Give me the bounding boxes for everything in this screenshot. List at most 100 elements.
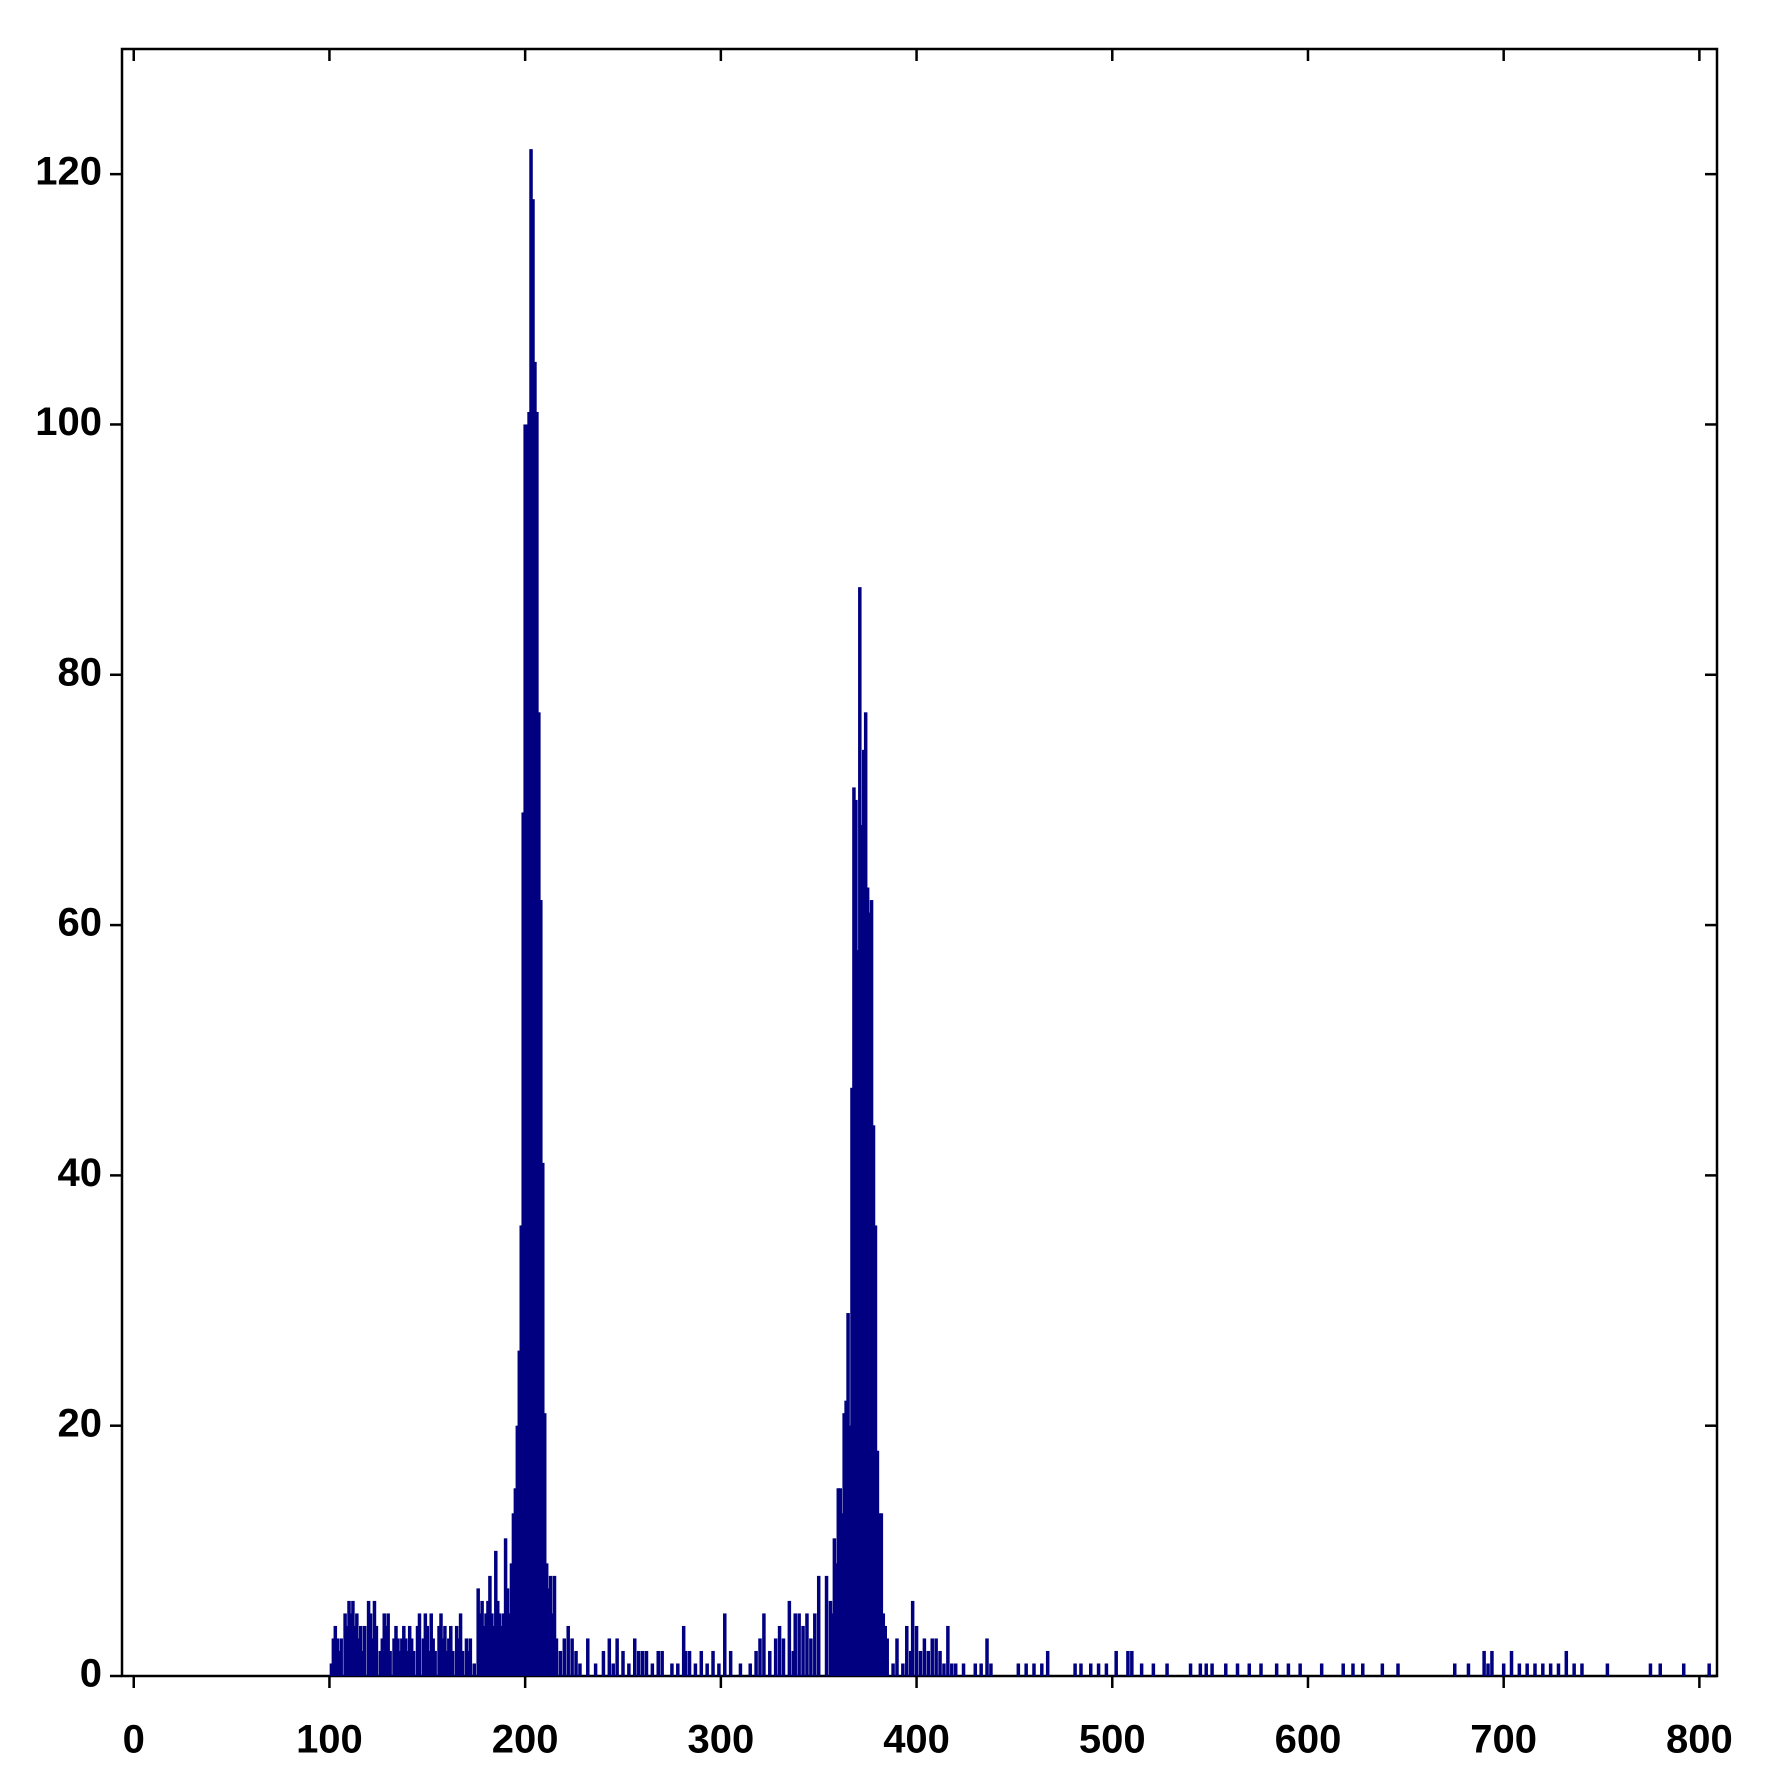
bar: [914, 1625, 919, 1676]
bar: [488, 1575, 492, 1676]
bar: [908, 1650, 913, 1676]
bar: [1556, 1663, 1561, 1676]
bar: [384, 1625, 388, 1676]
bar: [546, 1588, 551, 1676]
bar: [360, 1650, 365, 1676]
bar: [728, 1650, 733, 1676]
bar: [961, 1663, 966, 1676]
bar: [405, 1650, 410, 1676]
bar: [402, 1625, 406, 1676]
bar: [640, 1650, 645, 1676]
bar: [1088, 1663, 1093, 1676]
bar: [331, 1638, 336, 1676]
bar: [1509, 1650, 1514, 1676]
bar: [1224, 1663, 1228, 1676]
bar: [525, 424, 529, 1676]
bar: [918, 1650, 923, 1676]
bar: [386, 1613, 390, 1676]
bar: [758, 1638, 762, 1676]
bar: [382, 1613, 386, 1676]
bar: [910, 1600, 915, 1676]
bar: [480, 1600, 484, 1676]
y-tick-label: 100: [35, 400, 102, 444]
bar: [797, 1613, 801, 1676]
x-tick-label: 700: [1470, 1718, 1537, 1762]
bar: [539, 900, 543, 1676]
bar: [813, 1613, 817, 1676]
bar: [1525, 1663, 1529, 1676]
bar: [439, 1613, 443, 1676]
bar: [578, 1663, 582, 1676]
bar: [777, 1625, 782, 1676]
plot-frame: [120, 47, 1719, 1678]
bar: [1151, 1663, 1156, 1676]
bar: [846, 1313, 850, 1676]
bar: [1482, 1650, 1486, 1676]
bar: [754, 1650, 758, 1676]
bar: [357, 1638, 361, 1676]
bar: [517, 1350, 522, 1676]
bar: [407, 1625, 412, 1676]
bar: [611, 1663, 615, 1676]
bar: [905, 1625, 909, 1676]
bar: [781, 1638, 786, 1676]
bar: [683, 1650, 688, 1676]
bar: [531, 199, 535, 1677]
bar: [550, 1613, 555, 1676]
bar: [950, 1663, 954, 1676]
bar: [490, 1613, 494, 1676]
bar: [513, 1488, 518, 1676]
bar: [809, 1638, 813, 1676]
bar: [787, 1600, 792, 1676]
y-tick-label: 60: [58, 901, 103, 945]
bar: [1040, 1663, 1044, 1676]
bar: [388, 1650, 392, 1676]
bar: [858, 587, 862, 1676]
bar: [503, 1538, 508, 1676]
bar: [542, 1413, 547, 1676]
bar: [1453, 1663, 1457, 1676]
bar: [1572, 1663, 1576, 1676]
bar: [867, 912, 872, 1676]
y-tick-label: 80: [58, 650, 103, 694]
bar: [1188, 1663, 1193, 1676]
bar: [861, 749, 866, 1676]
bar: [507, 1613, 512, 1676]
bar: [681, 1625, 686, 1676]
bar: [687, 1650, 692, 1676]
bar: [748, 1663, 752, 1676]
bar: [1298, 1663, 1302, 1676]
bar: [409, 1638, 414, 1676]
bar: [1580, 1663, 1584, 1676]
bar: [335, 1638, 340, 1676]
bar: [621, 1650, 625, 1676]
bar: [454, 1625, 459, 1676]
bar: [521, 812, 525, 1676]
bar: [417, 1613, 422, 1676]
bar: [499, 1625, 504, 1676]
bar: [1548, 1663, 1553, 1676]
bar: [793, 1613, 797, 1676]
bar: [523, 424, 527, 1676]
bar: [458, 1613, 463, 1676]
bar: [1396, 1663, 1400, 1676]
bar: [705, 1663, 709, 1676]
bar: [562, 1638, 567, 1676]
x-tick-label: 600: [1275, 1718, 1342, 1762]
bar: [372, 1600, 377, 1676]
bar: [447, 1638, 451, 1676]
bar: [938, 1650, 942, 1676]
bar: [554, 1638, 559, 1676]
bar: [856, 950, 860, 1676]
bar: [347, 1600, 351, 1676]
bar: [871, 1125, 876, 1676]
bar: [840, 1513, 844, 1676]
bar: [607, 1638, 612, 1676]
bar: [423, 1613, 428, 1676]
bar: [989, 1663, 993, 1676]
bar: [460, 1650, 465, 1676]
bar: [362, 1625, 367, 1676]
bar: [476, 1588, 480, 1676]
bar: [699, 1650, 704, 1676]
